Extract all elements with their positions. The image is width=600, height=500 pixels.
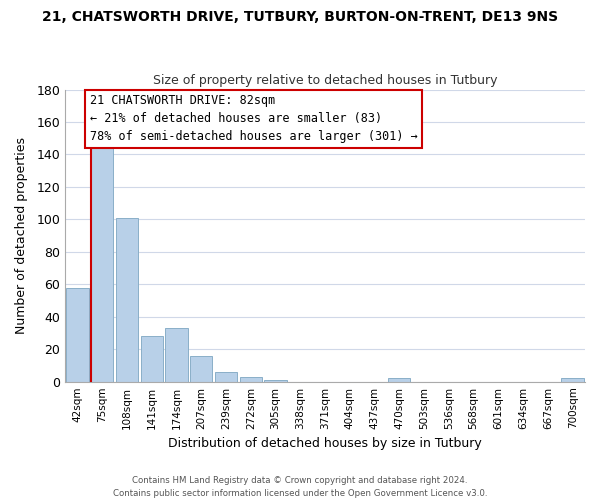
Bar — [116, 218, 138, 382]
Text: 21, CHATSWORTH DRIVE, TUTBURY, BURTON-ON-TRENT, DE13 9NS: 21, CHATSWORTH DRIVE, TUTBURY, BURTON-ON… — [42, 10, 558, 24]
Bar — [190, 356, 212, 382]
Bar — [562, 378, 584, 382]
Bar — [91, 146, 113, 382]
Text: 21 CHATSWORTH DRIVE: 82sqm
← 21% of detached houses are smaller (83)
78% of semi: 21 CHATSWORTH DRIVE: 82sqm ← 21% of deta… — [90, 94, 418, 144]
Bar — [239, 377, 262, 382]
Bar — [140, 336, 163, 382]
Y-axis label: Number of detached properties: Number of detached properties — [15, 137, 28, 334]
Bar — [67, 288, 89, 382]
X-axis label: Distribution of detached houses by size in Tutbury: Distribution of detached houses by size … — [168, 437, 482, 450]
Bar — [265, 380, 287, 382]
Text: Contains HM Land Registry data © Crown copyright and database right 2024.
Contai: Contains HM Land Registry data © Crown c… — [113, 476, 487, 498]
Bar — [388, 378, 410, 382]
Title: Size of property relative to detached houses in Tutbury: Size of property relative to detached ho… — [153, 74, 497, 87]
Bar — [166, 328, 188, 382]
Bar — [215, 372, 237, 382]
